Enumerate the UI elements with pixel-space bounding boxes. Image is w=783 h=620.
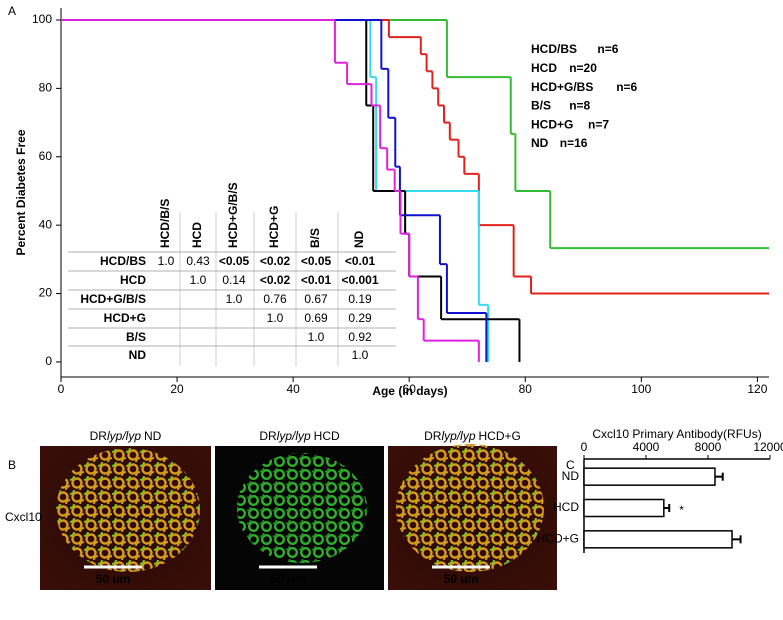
table-cell: 0.69 [304,311,328,325]
y-tick-label: 100 [32,12,52,26]
table-cell: <0.001 [341,273,378,287]
x-tick-label: 20 [170,382,184,396]
caption-part: lyp/lyp [441,429,475,443]
x-tick-label: 80 [519,382,533,396]
scale-bar-label: 50 um [271,572,306,586]
table-cell: 1.0 [352,348,369,362]
table-cell: 1.0 [308,330,325,344]
islet [396,444,544,572]
image-caption: DRlyp/lyp ND [90,429,162,443]
panel-label: A [8,4,16,18]
y-tick-label: 60 [39,149,53,163]
x-tick-label: 8000 [695,440,722,454]
x-tick-label: 0 [581,440,588,454]
x-tick-label: 40 [286,382,300,396]
table-cell: <0.05 [301,254,332,268]
table-cell: <0.02 [260,273,291,287]
table-cell: 0.19 [348,292,372,306]
y-tick-label: 0 [45,354,52,368]
table-cell: 0.14 [222,273,246,287]
row-header: HCD/BS [100,254,146,268]
table-cell: <0.05 [219,254,250,268]
x-axis-title: Age (in days) [372,384,447,398]
row-header: B/S [126,330,146,344]
column-header: HCD/B/S [158,199,172,248]
table-cell: 1.0 [158,254,175,268]
column-header: ND [352,230,366,248]
legend-n: n=6 [616,80,637,94]
caption-part: ND [144,429,162,443]
row-label: Cxcl10 [5,510,42,524]
x-tick-label: 0 [58,382,65,396]
annotation: * [679,503,684,517]
caption-part: DR [90,429,108,443]
legend-n: n=6 [597,42,618,56]
table-cell: 0.76 [263,292,287,306]
legend-n: n=8 [569,99,590,113]
table-cell: <0.02 [260,254,291,268]
caption-part: HCD [314,429,340,443]
column-header: B/S [308,228,322,248]
table-cell: <0.01 [301,273,332,287]
legend-label: HCD/BS [531,42,577,56]
caption-part: HCD+G [479,429,521,443]
caption-part: DR [424,429,442,443]
legend-label: ND [531,136,549,150]
panel-label: B [8,458,16,472]
x-tick-label: 4000 [633,440,660,454]
scale-bar-label: 50 um [444,572,479,586]
bar [583,467,716,486]
table-cell: <0.01 [345,254,376,268]
y-tick-label: 40 [39,217,53,231]
y-tick-label: 20 [39,286,53,300]
x-tick-label: 120 [747,382,767,396]
islet [237,453,367,563]
legend-label: B/S [531,99,551,113]
panel-label: C [566,458,575,472]
legend-label: HCD+G/BS [531,80,593,94]
image-caption: DRlyp/lyp HCD+G [424,429,521,443]
caption-part: lyp/lyp [107,429,141,443]
bar [583,530,733,549]
x-tick-label: 12000 [753,440,783,454]
x-tick-label: 100 [631,382,651,396]
x-tick-label: 60 [403,382,417,396]
micrograph-panel [40,444,557,590]
column-header: HCD [190,222,204,248]
bar [583,498,665,518]
y-tick-label: HCD+G [537,532,579,546]
table-cell: 1.0 [226,292,243,306]
legend-n: n=20 [569,61,597,75]
table-cell: 0.67 [304,292,328,306]
row-header: HCD+G [104,311,146,325]
table-cell: 0.92 [348,330,372,344]
table-cell: 1.0 [267,311,284,325]
chart-title: Cxcl10 Primary Antibody(RFUs) [592,427,761,441]
y-tick-label: 80 [39,81,53,95]
row-header: HCD [120,273,146,287]
row-header: HCD+G/B/S [80,292,146,306]
legend-n: n=7 [588,117,609,131]
scale-bar-label: 50 um [96,572,131,586]
column-header: HCD+G/B/S [226,182,240,248]
table-cell: 0.43 [186,254,210,268]
legend-label: HCD [531,61,557,75]
islet [56,448,200,572]
row-header: ND [129,348,147,362]
y-axis-title: Percent Diabetes Free [14,129,28,255]
column-header: HCD+G [267,206,281,248]
table-cell: 0.29 [348,311,372,325]
y-tick-label: HCD [553,500,579,514]
table-cell: 1.0 [190,273,207,287]
image-caption: DRlyp/lyp HCD [259,429,340,443]
caption-part: lyp/lyp [277,429,311,443]
legend-label: HCD+G [531,117,573,131]
caption-part: DR [259,429,277,443]
y-tick-label: ND [562,469,580,483]
legend-n: n=16 [560,136,588,150]
